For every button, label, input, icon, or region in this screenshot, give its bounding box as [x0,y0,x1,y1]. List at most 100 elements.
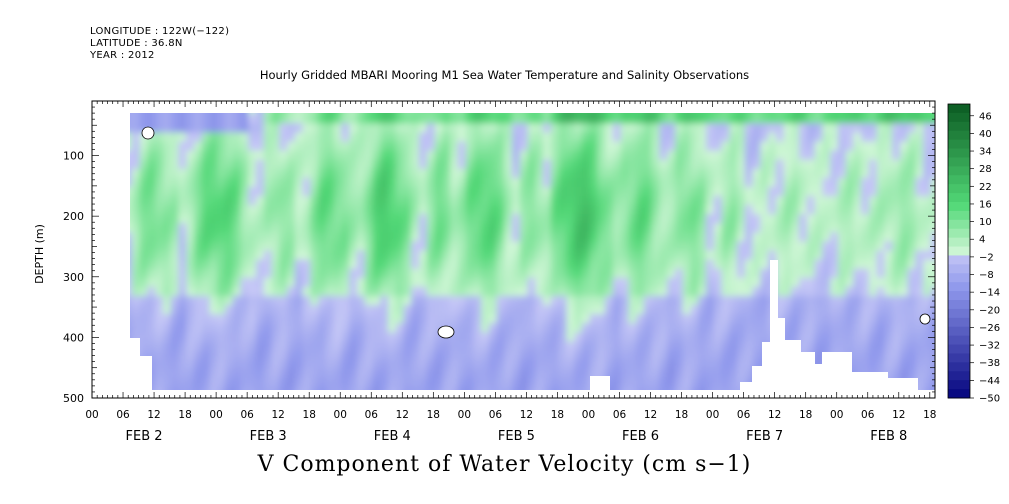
x-tick-label: 12 [892,409,905,421]
x-tick-label: 06 [489,409,503,421]
colorbar-label: 28 [979,164,992,175]
colorbar-swatch [948,130,970,141]
x-tick-label: 18 [799,409,812,421]
colorbar-swatch [948,210,970,221]
x-tick-label: 00 [85,409,98,421]
x-tick-label: 00 [830,409,843,421]
x-tick-label: 06 [365,409,379,421]
x-day-label: FEB 7 [746,429,783,444]
colorbar-swatch [948,237,970,248]
colorbar-swatch [948,362,970,372]
colorbar-swatch [948,166,970,176]
colorbar-label: −2 [979,252,994,263]
year-label: YEAR : 2012 [90,50,155,61]
x-tick-label: 06 [240,409,254,421]
x-tick-label: 00 [706,409,719,421]
colorbar-label: 34 [979,147,992,158]
colorbar-swatch [948,300,970,310]
colorbar-swatch [948,175,970,185]
colorbar-label: −8 [979,270,994,281]
colorbar-swatch [948,308,970,319]
x-tick-label: 18 [427,409,440,421]
chart-title: Hourly Gridded MBARI Mooring M1 Sea Wate… [259,68,750,82]
y-tick-label: 300 [63,271,84,284]
colorbar-label: −20 [979,305,1000,316]
colorbar-swatch [948,246,970,256]
variable-footer-label: V Component of Water Velocity (cm s−1) [257,452,752,477]
colorbar-label: −50 [979,394,1000,405]
x-day-label: FEB 6 [622,429,659,444]
y-tick-label: 100 [63,150,84,163]
x-tick-label: 12 [396,409,409,421]
x-tick-label: 18 [675,409,688,421]
colorbar-swatch [948,228,970,239]
colorbar-label: 40 [979,129,992,140]
colorbar-label: −44 [979,376,1000,387]
latitude-label: LATITUDE : 36.8N [90,38,183,49]
missing-data-patches [141,126,931,339]
colorbar-swatch [948,273,970,283]
colorbar-label: 46 [979,111,992,122]
x-day-label: FEB 4 [374,429,411,444]
missing-data-patch [141,126,155,140]
x-tick-label: 06 [116,409,130,421]
colorbar: 46 40 34 28 22 16 10 4 −2 −8 −14 −20 −26 −32 −38 −44 −50 [947,103,1000,405]
colorbar-swatch [948,219,970,230]
x-tick-label: 12 [271,409,284,421]
x-tick-label: 12 [520,409,533,421]
colorbar-swatch [948,255,970,265]
colorbar-swatch [948,326,970,337]
x-tick-label: 00 [458,409,471,421]
y-tick-label: 200 [63,210,84,223]
y-tick-label: 500 [63,392,84,405]
colorbar-swatch [948,282,970,292]
x-axis: 00 06 12 18 00 06 12 18 00 06 12 18 00 06 12 18 00 06 12 18… [85,101,936,444]
x-tick-label: 18 [551,409,564,421]
x-tick-label: 00 [334,409,347,421]
colorbar-swatch [948,317,970,328]
colorbar-swatch [948,148,970,158]
x-day-label: FEB 8 [870,429,907,444]
colorbar-swatch [948,104,970,114]
colorbar-swatch [948,157,970,167]
colorbar-label: 4 [979,235,985,246]
colorbar-label: −38 [979,358,1000,369]
colorbar-swatch [948,353,970,363]
colorbar-label: 16 [979,199,992,210]
longitude-label: LONGITUDE : 122W(−122) [90,26,230,37]
colorbar-swatch [948,371,970,381]
missing-data-patch [437,325,455,339]
x-day-label: FEB 3 [250,429,287,444]
y-axis: 100 200 300 400 500 [63,106,935,405]
colorbar-swatch [948,193,970,203]
colorbar-swatch [948,380,970,390]
colorbar-swatch [948,121,970,132]
x-tick-label: 12 [147,409,160,421]
colorbar-label: 10 [979,217,992,228]
colorbar-swatch [948,291,970,301]
heatmap-field [130,113,935,390]
x-tick-label: 00 [582,409,595,421]
x-tick-label: 18 [178,409,191,421]
colorbar-swatch [948,202,970,212]
colorbar-swatch [948,344,970,354]
colorbar-swatch [948,139,970,150]
colorbar-label: −26 [979,323,1000,334]
x-tick-label: 12 [768,409,781,421]
x-tick-label: 12 [644,409,657,421]
colorbar-label: −32 [979,341,1000,352]
colorbar-swatch [948,184,970,194]
plot-frame [91,100,936,399]
missing-data-patch [919,313,931,325]
x-day-label: FEB 2 [126,429,163,444]
y-axis-label: DEPTH (m) [33,224,46,284]
colorbar-swatch [948,264,970,274]
x-tick-label: 18 [303,409,316,421]
colorbar-swatch [948,389,970,399]
x-tick-label: 18 [923,409,936,421]
colorbar-frame [947,103,971,399]
y-tick-label: 400 [63,331,84,344]
colorbar-swatch [948,112,970,123]
colorbar-swatch [948,335,970,346]
